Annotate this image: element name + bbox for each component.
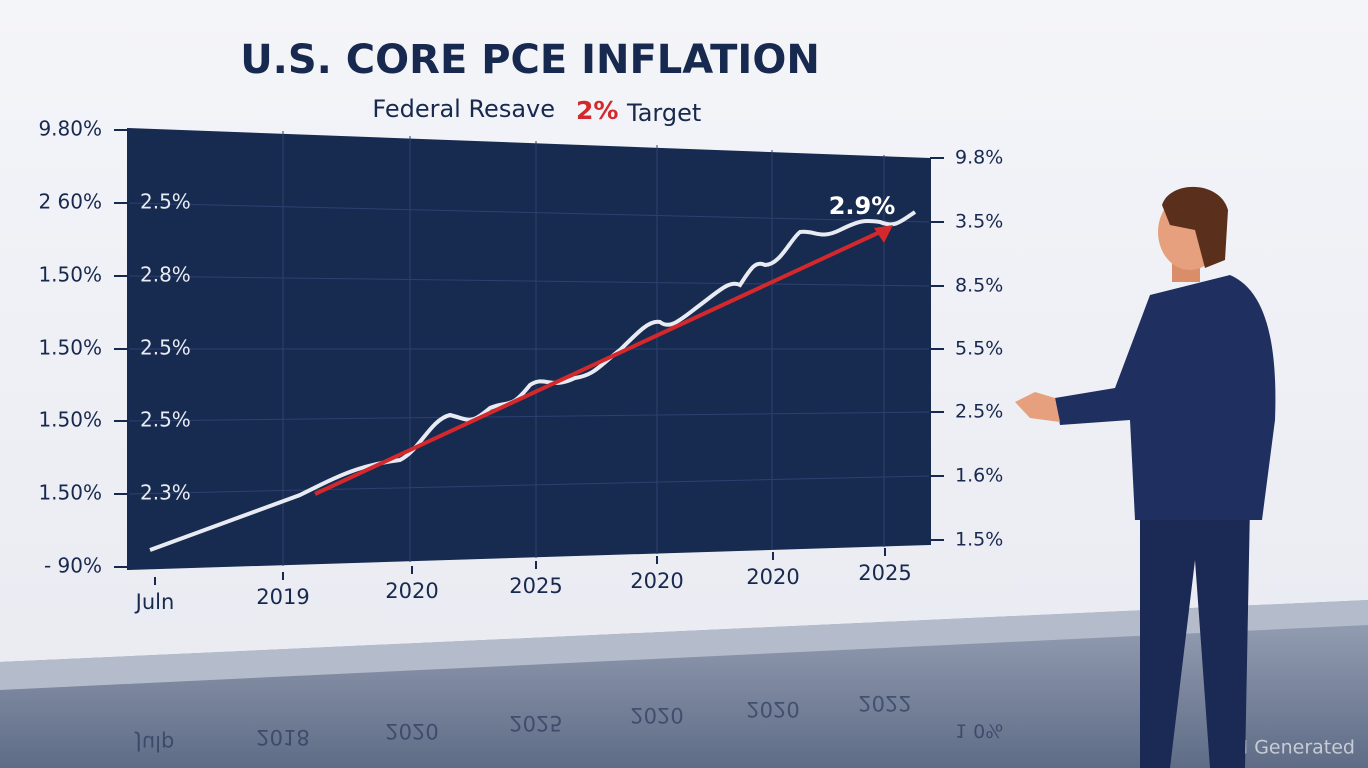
- inner-label: 2.5%: [140, 190, 191, 214]
- left-label: 9.80%: [38, 117, 102, 141]
- right-label: 3.5%: [955, 211, 1003, 233]
- reflection-label: Julp: [134, 731, 175, 755]
- right-label: 5.5%: [955, 338, 1003, 360]
- watermark: AI Generated: [1230, 737, 1355, 759]
- floor: [0, 600, 1368, 768]
- grid: [127, 131, 931, 566]
- floor-edge: [0, 600, 1368, 690]
- presenter: [1015, 186, 1276, 768]
- left-label: 1.50%: [38, 481, 102, 505]
- left-label: 1.50%: [38, 336, 102, 360]
- x-label: 2020: [385, 579, 438, 603]
- right-label: 1.6%: [955, 465, 1003, 487]
- inflation-line: [149, 210, 917, 552]
- subtitle-highlight: 2%: [576, 96, 618, 125]
- left-label: 1.50%: [38, 408, 102, 432]
- right-label: 1.5%: [955, 529, 1003, 551]
- reflection-label: 2020: [385, 719, 438, 743]
- left-label: 2 60%: [38, 190, 102, 214]
- x-label: 2025: [509, 574, 562, 598]
- x-label: 2025: [858, 561, 911, 585]
- x-label: 2019: [256, 585, 309, 609]
- inner-label: 2.5%: [140, 408, 191, 432]
- reflection: Julp 2018 2020 2025 2020 2020 2022 1 0%: [134, 691, 1004, 755]
- right-label: 8.5%: [955, 275, 1003, 297]
- inner-label: 2.8%: [140, 263, 191, 287]
- inner-label: 2.3%: [140, 481, 191, 505]
- left-label: - 90%: [44, 554, 102, 578]
- reflection-label: 2020: [630, 703, 683, 727]
- subtitle: Federal Resave: [372, 95, 555, 123]
- reflection-label: 2022: [858, 691, 911, 715]
- inner-label: 2.5%: [140, 336, 191, 360]
- arrow-head: [874, 225, 893, 243]
- annotation: 2.9%: [829, 192, 896, 220]
- right-label: 2.5%: [955, 401, 1003, 423]
- reflection-label: 1 0%: [955, 720, 1003, 742]
- x-label: 2020: [746, 565, 799, 589]
- left-label: 1.50%: [38, 263, 102, 287]
- reflection-label: 2025: [509, 711, 562, 735]
- subtitle-suffix: Target: [626, 99, 701, 127]
- reflection-label: 2020: [746, 697, 799, 721]
- x-label: Juln: [134, 590, 175, 614]
- target-arrow: [314, 230, 881, 496]
- right-label: 9.8%: [955, 147, 1003, 169]
- reflection-label: 2018: [256, 725, 309, 749]
- title: U.S. CORE PCE INFLATION: [240, 37, 820, 83]
- x-label: 2020: [630, 569, 683, 593]
